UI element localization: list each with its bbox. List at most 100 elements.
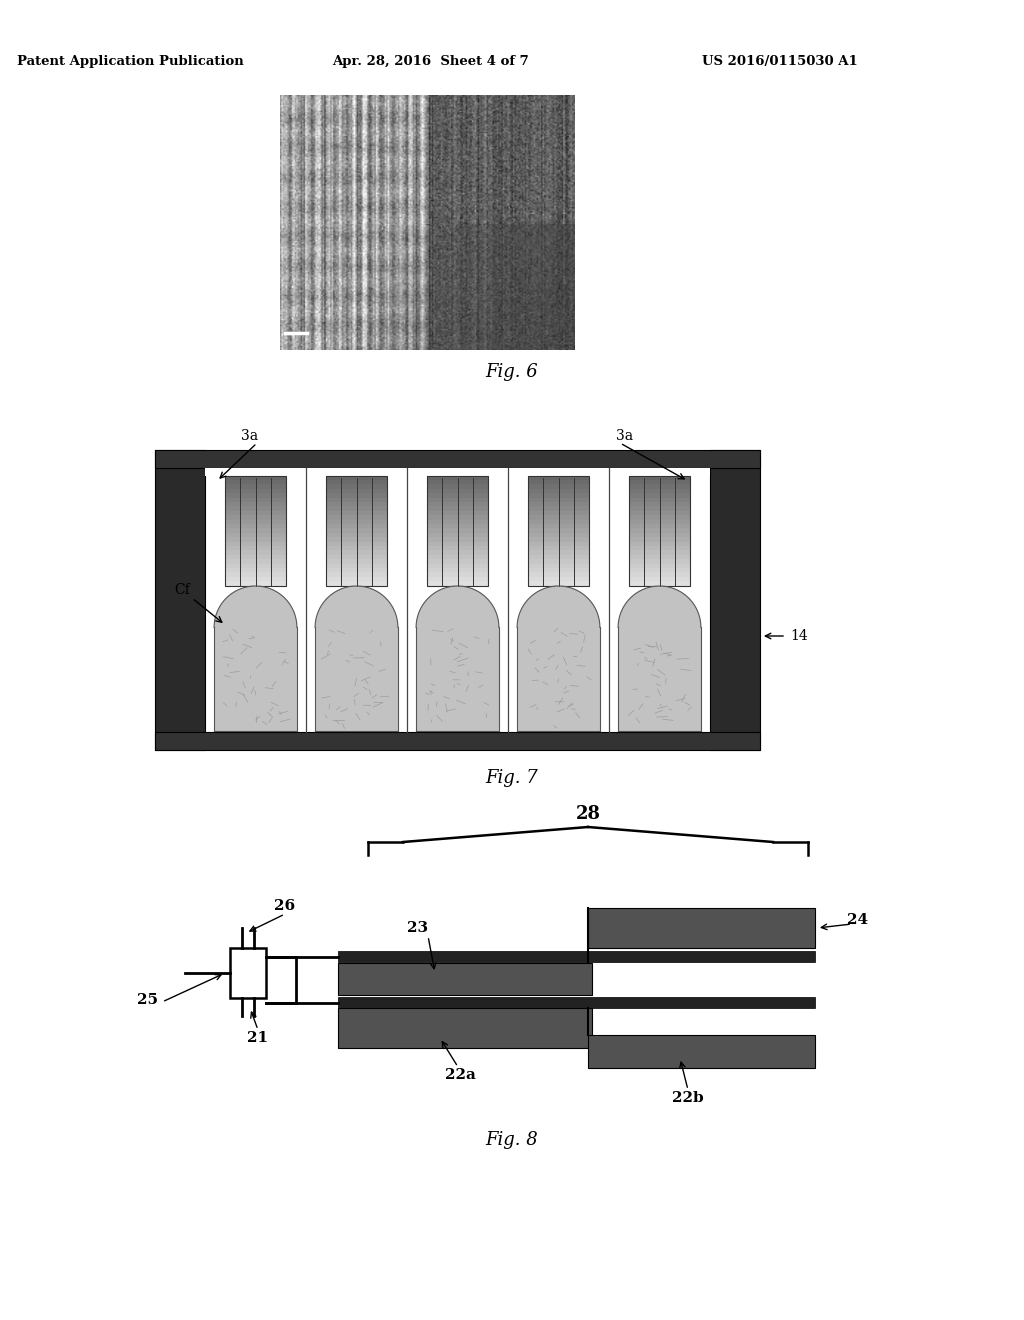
Bar — [427, 494, 487, 498]
Bar — [327, 515, 387, 520]
Bar — [528, 488, 589, 494]
Bar — [155, 733, 760, 750]
Bar — [629, 577, 690, 582]
Bar — [327, 480, 387, 484]
Bar — [327, 564, 387, 569]
Bar — [225, 524, 286, 529]
Bar — [155, 450, 760, 469]
Bar — [629, 564, 690, 569]
Bar — [225, 511, 286, 516]
Bar — [225, 480, 286, 484]
Bar — [427, 550, 487, 556]
Text: Patent Application Publication: Patent Application Publication — [16, 55, 244, 69]
Text: 14: 14 — [790, 630, 808, 643]
Bar — [205, 469, 710, 733]
Bar — [710, 450, 760, 750]
Bar — [427, 515, 487, 520]
Text: 28: 28 — [575, 805, 600, 822]
Bar — [427, 537, 487, 543]
Text: 3a: 3a — [242, 429, 259, 444]
Bar — [338, 964, 592, 995]
Bar — [230, 948, 266, 998]
Bar — [225, 494, 286, 498]
Ellipse shape — [416, 586, 499, 669]
Bar — [629, 511, 690, 516]
Text: 24: 24 — [848, 913, 868, 927]
Bar — [629, 581, 690, 586]
Bar — [225, 498, 286, 503]
Bar — [528, 484, 589, 490]
Bar — [225, 537, 286, 543]
Bar — [327, 554, 387, 560]
Bar — [225, 560, 286, 564]
Bar — [629, 537, 690, 543]
Bar — [629, 560, 690, 564]
Text: Cf: Cf — [174, 583, 189, 597]
Bar — [629, 520, 690, 524]
Bar — [327, 494, 387, 498]
Bar — [327, 484, 387, 490]
Bar — [629, 546, 690, 550]
Ellipse shape — [214, 586, 297, 669]
Bar — [427, 480, 487, 484]
Bar — [327, 498, 387, 503]
Bar — [528, 480, 589, 484]
Bar — [327, 488, 387, 494]
Bar — [427, 581, 487, 586]
Bar — [629, 568, 690, 573]
Bar — [205, 469, 710, 477]
Bar — [629, 541, 690, 546]
Bar — [629, 524, 690, 529]
Text: 3a: 3a — [616, 429, 634, 444]
Text: 22a: 22a — [444, 1068, 475, 1082]
Bar — [528, 477, 589, 586]
Bar — [588, 1035, 815, 1068]
Bar — [528, 560, 589, 564]
Bar — [427, 564, 487, 569]
Bar — [427, 488, 487, 494]
Bar — [528, 511, 589, 516]
Bar — [315, 627, 398, 731]
Bar — [629, 554, 690, 560]
Bar — [528, 515, 589, 520]
Bar — [225, 573, 286, 577]
Bar — [225, 581, 286, 586]
Bar — [528, 577, 589, 582]
Bar — [327, 528, 387, 533]
Ellipse shape — [315, 586, 398, 669]
Ellipse shape — [517, 586, 600, 669]
Bar — [327, 573, 387, 577]
Bar — [427, 484, 487, 490]
Bar — [629, 475, 690, 480]
Bar — [528, 507, 589, 511]
Bar — [225, 541, 286, 546]
Bar — [225, 546, 286, 550]
Bar — [528, 537, 589, 543]
Bar — [225, 477, 286, 586]
Bar — [588, 908, 815, 948]
Text: 25: 25 — [137, 993, 159, 1007]
Bar — [327, 537, 387, 543]
Bar — [629, 533, 690, 537]
Bar — [528, 524, 589, 529]
Bar — [225, 564, 286, 569]
Bar — [327, 560, 387, 564]
Bar — [327, 550, 387, 556]
Bar — [427, 568, 487, 573]
Bar — [528, 550, 589, 556]
Bar — [327, 577, 387, 582]
Bar — [427, 511, 487, 516]
Bar — [155, 450, 205, 750]
Bar — [427, 475, 487, 480]
Bar — [528, 546, 589, 550]
Bar — [225, 550, 286, 556]
Bar — [517, 627, 600, 731]
Text: 22b: 22b — [672, 1092, 703, 1105]
Bar — [327, 568, 387, 573]
Bar — [427, 528, 487, 533]
Bar — [225, 568, 286, 573]
Bar — [416, 627, 499, 731]
Bar — [338, 997, 815, 1008]
Bar — [427, 560, 487, 564]
Bar — [338, 950, 815, 962]
